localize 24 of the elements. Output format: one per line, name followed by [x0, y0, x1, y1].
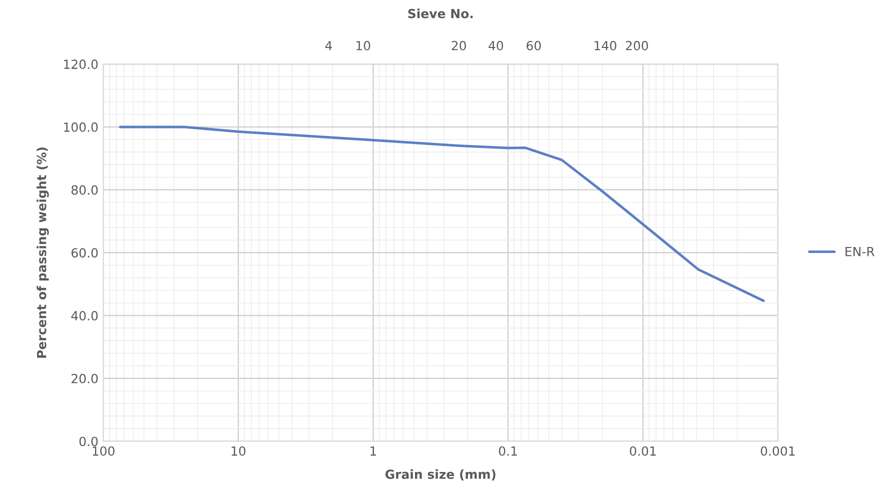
y-tick-label: 60.0 [72, 248, 98, 258]
y-axis-title: Percent of passing weight (%) [36, 148, 49, 358]
text: 60 [526, 40, 541, 50]
x-tick-label: 1 [370, 446, 376, 456]
text: 40 [488, 40, 504, 50]
y-tick-label: 120.0 [64, 60, 98, 70]
x-axis-title: Grain size (mm) [385, 469, 496, 480]
text: 20 [452, 40, 466, 50]
y-tick-label: 100.0 [64, 122, 98, 132]
y-tick-label: 80.0 [72, 185, 98, 195]
text: 140 [594, 40, 616, 50]
y-tick-label: 20.0 [72, 374, 98, 384]
y-tick-label: 40.0 [71, 310, 98, 320]
x-tick-label: 0.1 [498, 446, 517, 456]
x2-axis-title: Sieve No. [408, 8, 473, 18]
x-tick-label: 100 [92, 446, 114, 456]
text: 10 [356, 40, 370, 50]
y-tick-label: 0.0 [79, 436, 98, 446]
x-tick-label: 0.001 [760, 446, 795, 456]
legend-label: EN-R [846, 247, 874, 256]
x-tick-label: 0.01 [630, 446, 656, 456]
x-tick-label: 10 [232, 446, 246, 456]
text: 4 [325, 41, 332, 50]
text: 200 [626, 40, 648, 50]
